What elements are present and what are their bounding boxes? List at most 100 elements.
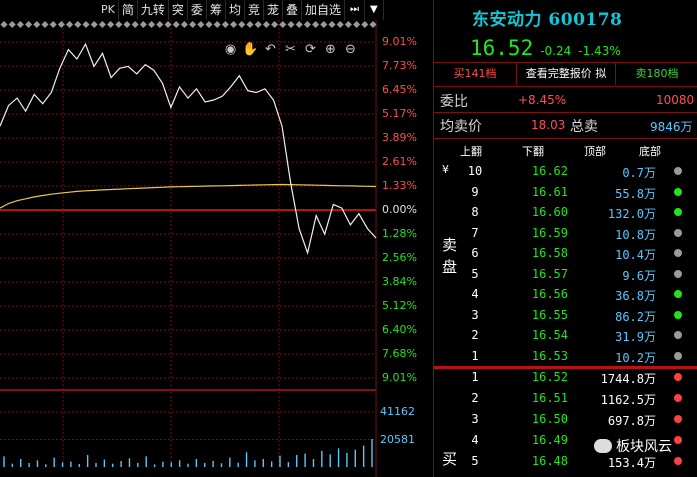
ask-row[interactable]: 8 16.60 132.0万 [434, 202, 697, 222]
chart-toolbar: PK 简九转突委筹均竞茏叠加自选 ⏭ ▼ [98, 0, 384, 20]
total-sell-value: 9846万 [650, 120, 693, 134]
divider [434, 86, 697, 87]
status-dot-icon [674, 187, 682, 196]
bid-row[interactable]: 5 16.48 153.4万 [434, 451, 697, 471]
status-dot-icon [674, 415, 682, 423]
y-axis-label: 1.28% [382, 227, 417, 240]
zoom-in-icon[interactable]: ⊕ [325, 42, 336, 57]
ask-row[interactable]: 7 16.59 10.8万 [434, 223, 697, 243]
volume-axis-label: 41162 [380, 405, 415, 418]
time-marker [123, 20, 131, 29]
triangle-down-icon[interactable]: ▼ [365, 0, 384, 20]
toolbar-item[interactable]: 九转 [138, 0, 169, 20]
tab-full-quote[interactable]: 查看完整报价 拟 [516, 63, 616, 85]
time-marker [49, 20, 57, 29]
quote-panel: 东安动力 600178 16.52 -0.24 -1.43% 买141档 查看完… [433, 0, 697, 477]
ask-row[interactable]: 6 16.58 10.4万 [434, 243, 697, 263]
status-dot-icon [674, 373, 682, 381]
last-price: 16.52 [470, 36, 534, 60]
hand-icon[interactable]: ✋ [242, 42, 259, 57]
time-marker [320, 20, 328, 29]
status-dot-icon [674, 290, 682, 298]
ask-row[interactable]: 1 16.53 10.2万 [434, 346, 697, 366]
ask-row[interactable]: 4 16.56 36.8万 [434, 284, 697, 304]
time-marker [115, 20, 123, 29]
ask-row[interactable]: 2 16.54 31.9万 [434, 325, 697, 345]
level-number: 3 [471, 412, 479, 426]
level-volume: 0.7万 [622, 166, 656, 180]
toolbar-item[interactable]: 委 [188, 0, 207, 20]
status-dot-icon [674, 394, 682, 402]
level-price: 16.57 [531, 266, 568, 281]
y-axis-label: 3.84% [382, 275, 417, 288]
sell-side-label: 卖 盘 [442, 234, 457, 278]
level-volume: 36.8万 [615, 289, 656, 303]
level-price: 16.56 [531, 287, 568, 301]
refresh-icon[interactable]: ⟳ [305, 42, 316, 57]
toolbar-item[interactable]: 加自选 [302, 0, 346, 20]
time-marker [0, 20, 8, 29]
toolbar-item[interactable]: 茏 [264, 0, 283, 20]
page-down-button[interactable]: 下翻 [522, 145, 544, 158]
chart-tools: ◉ ✋ ↶ ✂ ⟳ ⊕ ⊖ [222, 43, 359, 57]
bid-row[interactable]: 3 16.50 697.8万 [434, 409, 697, 429]
level-volume: 132.0万 [607, 207, 656, 221]
eye-icon[interactable]: ◉ [224, 42, 237, 57]
time-marker [82, 20, 90, 29]
time-marker [238, 20, 246, 29]
time-marker [197, 20, 205, 29]
top-button[interactable]: 顶部 [584, 145, 606, 158]
time-marker [74, 20, 82, 29]
level-price: 16.61 [531, 184, 568, 199]
ask-row[interactable]: 10 16.62 0.7万 [434, 161, 697, 181]
ask-row[interactable]: 3 16.55 86.2万 [434, 305, 697, 325]
status-dot-icon [674, 228, 682, 237]
level-price: 16.54 [531, 328, 568, 342]
bid-row[interactable]: 1 16.52 1744.8万 [434, 367, 697, 387]
level-volume: 1744.8万 [600, 372, 656, 386]
time-marker [344, 20, 352, 29]
tab-sell-depth[interactable]: 卖180档 [635, 67, 679, 80]
toolbar-item[interactable]: 筹 [207, 0, 226, 20]
watermark: 板块风云 [594, 436, 672, 456]
intraday-chart[interactable]: ◉ ✋ ↶ ✂ ⟳ ⊕ ⊖ 9.01% 7.73% 6.45% 5.17% 3.89% 2.61% 1.… [0, 20, 430, 477]
ask-row[interactable]: 9 16.61 55.8万 [434, 182, 697, 202]
level-number: 4 [471, 287, 479, 301]
zoom-out-icon[interactable]: ⊖ [345, 42, 356, 57]
bottom-button[interactable]: 底部 [639, 145, 661, 158]
scissors-icon[interactable]: ✂ [285, 42, 296, 57]
ask-row[interactable]: 5 16.57 9.6万 [434, 264, 697, 284]
time-marker [156, 20, 164, 29]
level-number: 6 [471, 246, 479, 260]
level-number: 5 [471, 454, 479, 468]
status-dot-icon [674, 208, 682, 216]
chart-canvas[interactable] [0, 20, 430, 477]
y-axis-label: 2.61% [382, 155, 417, 168]
time-marker [16, 20, 24, 29]
toolbar-item[interactable]: 叠 [283, 0, 302, 20]
page-up-button[interactable]: 上翻 [460, 145, 482, 158]
bid-row[interactable]: 2 16.51 1162.5万 [434, 388, 697, 408]
status-dot-icon [674, 436, 682, 444]
level-price: 16.58 [531, 246, 568, 260]
time-marker [131, 20, 139, 29]
depth-tabs: 买141档 查看完整报价 拟 卖180档 [434, 62, 697, 86]
undo-icon[interactable]: ↶ [265, 42, 276, 57]
toolbar-item[interactable]: 简 [119, 0, 138, 20]
bid-row[interactable]: 4 16.49 [434, 430, 697, 450]
skip-arrow-icon[interactable]: ⏭ [345, 0, 366, 20]
toolbar-item[interactable]: 均 [226, 0, 245, 20]
weibi-pct: +8.45% [518, 93, 567, 107]
weibi-value: 10080 [656, 93, 695, 107]
level-volume: 697.8万 [607, 414, 656, 428]
time-marker [312, 20, 320, 29]
price-change-pct: -1.43% [578, 44, 621, 58]
orderbook-nav: 上翻 下翻 顶部 底部 [434, 140, 697, 158]
level-number: 5 [471, 266, 479, 281]
toolbar-item[interactable]: PK [98, 0, 119, 20]
tab-buy-depth[interactable]: 买141档 [453, 67, 497, 80]
level-volume: 10.8万 [615, 227, 656, 242]
toolbar-item[interactable]: 突 [169, 0, 188, 20]
toolbar-item[interactable]: 竞 [245, 0, 264, 20]
level-number: 9 [471, 184, 479, 199]
